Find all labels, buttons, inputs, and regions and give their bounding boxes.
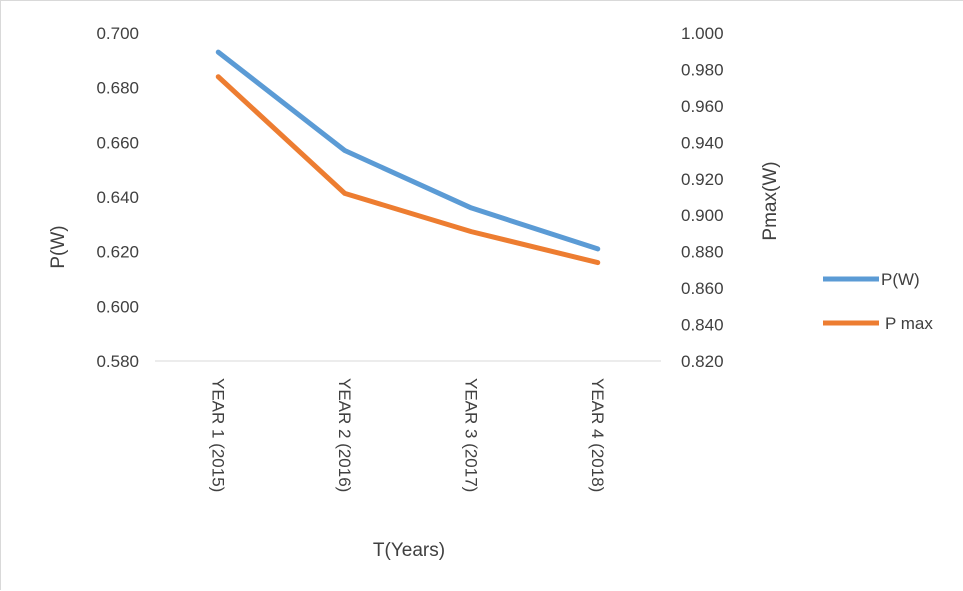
right-tick-label: 1.000 bbox=[681, 24, 724, 43]
right-tick-label: 0.860 bbox=[681, 279, 724, 298]
right-tick-label: 0.940 bbox=[681, 133, 724, 152]
left-axis-ticks: 0.580 0.600 0.620 0.640 0.660 0.680 0.700 bbox=[96, 24, 139, 371]
left-tick-label: 0.680 bbox=[96, 79, 139, 98]
category-label: YEAR 2 (2016) bbox=[335, 378, 354, 492]
left-tick-label: 0.660 bbox=[96, 133, 139, 152]
y2-axis-title: Pmax(W) bbox=[760, 161, 781, 240]
left-tick-label: 0.580 bbox=[96, 352, 139, 371]
y-axis-title: P(W) bbox=[48, 225, 69, 268]
right-tick-label: 0.880 bbox=[681, 243, 724, 262]
category-label: YEAR 1 (2015) bbox=[208, 378, 227, 492]
right-tick-label: 0.900 bbox=[681, 206, 724, 225]
right-tick-label: 0.960 bbox=[681, 97, 724, 116]
right-tick-label: 0.920 bbox=[681, 170, 724, 189]
left-tick-label: 0.600 bbox=[96, 297, 139, 316]
legend-label: P(W) bbox=[881, 270, 920, 289]
legend-label: P max bbox=[885, 314, 933, 333]
left-tick-label: 0.620 bbox=[96, 243, 139, 262]
series-line bbox=[218, 52, 598, 249]
category-label: YEAR 4 (2018) bbox=[588, 378, 607, 492]
left-tick-label: 0.640 bbox=[96, 188, 139, 207]
x-axis-title: T(Years) bbox=[373, 540, 445, 561]
category-labels: YEAR 1 (2015) YEAR 2 (2016) YEAR 3 (2017) Y… bbox=[208, 378, 607, 492]
series-layer bbox=[218, 52, 598, 263]
right-tick-label: 0.820 bbox=[681, 352, 724, 371]
category-label: YEAR 3 (2017) bbox=[461, 378, 480, 492]
right-tick-label: 0.840 bbox=[681, 316, 724, 335]
right-axis-ticks: 0.820 0.840 0.860 0.880 0.900 0.920 0.940 0.960… bbox=[681, 24, 724, 371]
right-tick-label: 0.980 bbox=[681, 60, 724, 79]
left-tick-label: 0.700 bbox=[96, 24, 139, 43]
legend: P(W) P max bbox=[823, 270, 933, 333]
series-line bbox=[218, 77, 598, 263]
